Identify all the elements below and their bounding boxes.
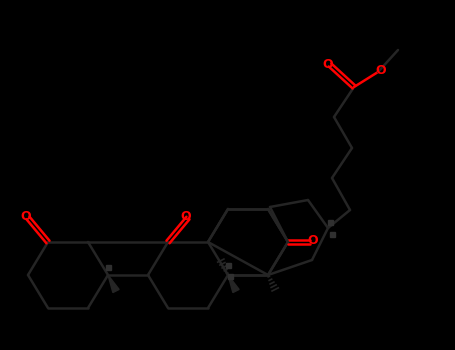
Bar (328, 219, 333, 224)
Text: O: O (181, 210, 191, 224)
Polygon shape (228, 275, 239, 293)
Polygon shape (108, 275, 119, 293)
Bar (228, 273, 233, 279)
Bar (329, 231, 334, 237)
Bar (106, 265, 111, 270)
Text: O: O (20, 210, 31, 224)
Bar (226, 262, 231, 267)
Text: O: O (308, 234, 318, 247)
Text: O: O (376, 63, 386, 77)
Text: O: O (323, 57, 334, 70)
